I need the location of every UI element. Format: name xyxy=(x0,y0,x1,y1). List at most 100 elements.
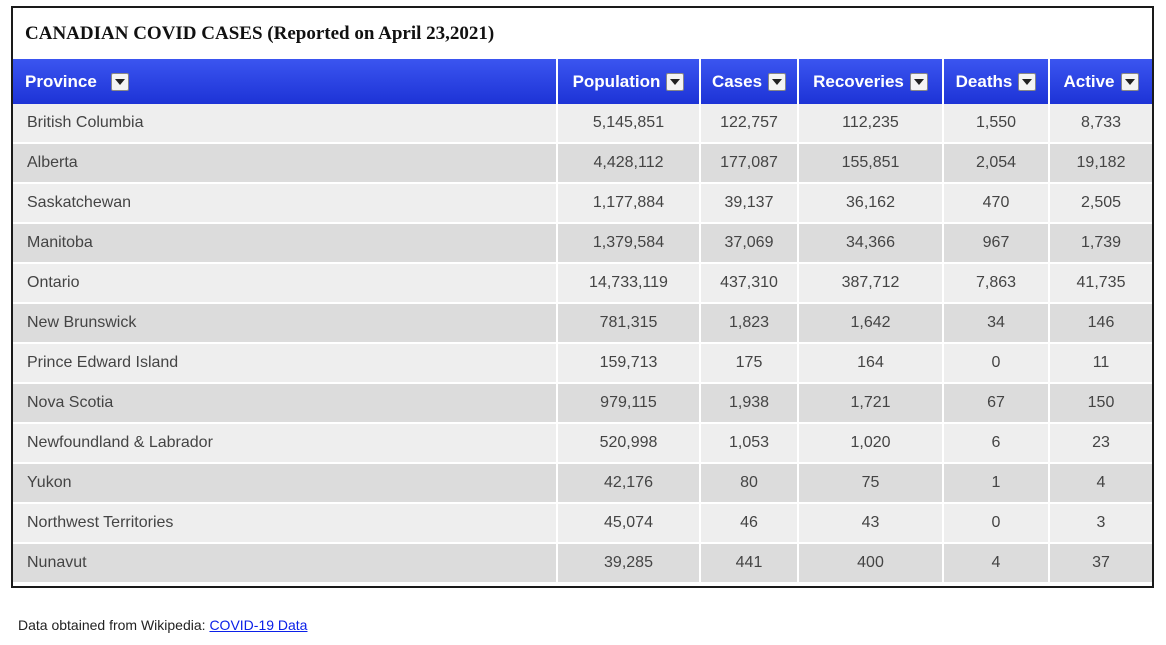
cell-active: 1,739 xyxy=(1050,224,1152,264)
cell-deaths: 6 xyxy=(944,424,1050,464)
column-header-active[interactable]: Active xyxy=(1050,59,1152,104)
column-header-deaths[interactable]: Deaths xyxy=(944,59,1050,104)
covid-cases-table: Province Population Cases Recoveries Dea… xyxy=(13,59,1152,582)
cell-active: 19,182 xyxy=(1050,144,1152,184)
table-row: Yukon 42,176 80 75 1 4 xyxy=(13,464,1152,504)
cell-deaths: 2,054 xyxy=(944,144,1050,184)
table-row: Alberta 4,428,112 177,087 155,851 2,054 … xyxy=(13,144,1152,184)
chevron-down-icon[interactable] xyxy=(1120,72,1139,91)
column-header-cases[interactable]: Cases xyxy=(701,59,799,104)
chevron-down-icon[interactable] xyxy=(909,72,928,91)
chevron-down-icon[interactable] xyxy=(768,72,787,91)
chevron-down-icon[interactable] xyxy=(1018,72,1037,91)
covid-table-panel: CANADIAN COVID CASES (Reported on April … xyxy=(11,6,1154,588)
cell-cases: 39,137 xyxy=(701,184,799,224)
cell-province: Prince Edward Island xyxy=(13,344,558,384)
cell-active: 2,505 xyxy=(1050,184,1152,224)
cell-province: Yukon xyxy=(13,464,558,504)
cell-deaths: 67 xyxy=(944,384,1050,424)
cell-cases: 177,087 xyxy=(701,144,799,184)
cell-cases: 1,053 xyxy=(701,424,799,464)
chevron-down-icon[interactable] xyxy=(110,72,129,91)
cell-population: 14,733,119 xyxy=(558,264,701,304)
cell-active: 41,735 xyxy=(1050,264,1152,304)
data-source-text: Data obtained from Wikipedia: xyxy=(18,617,210,633)
cell-deaths: 0 xyxy=(944,344,1050,384)
table-row: New Brunswick 781,315 1,823 1,642 34 146 xyxy=(13,304,1152,344)
cell-deaths: 1 xyxy=(944,464,1050,504)
cell-population: 39,285 xyxy=(558,544,701,582)
cell-population: 520,998 xyxy=(558,424,701,464)
cell-population: 979,115 xyxy=(558,384,701,424)
cell-province: Ontario xyxy=(13,264,558,304)
cell-active: 150 xyxy=(1050,384,1152,424)
cell-population: 159,713 xyxy=(558,344,701,384)
cell-cases: 1,823 xyxy=(701,304,799,344)
cell-recoveries: 75 xyxy=(799,464,944,504)
cell-population: 5,145,851 xyxy=(558,104,701,144)
cell-province: Nova Scotia xyxy=(13,384,558,424)
cell-population: 45,074 xyxy=(558,504,701,544)
cell-population: 1,379,584 xyxy=(558,224,701,264)
cell-population: 1,177,884 xyxy=(558,184,701,224)
cell-active: 8,733 xyxy=(1050,104,1152,144)
cell-active: 146 xyxy=(1050,304,1152,344)
covid-data-link[interactable]: COVID-19 Data xyxy=(209,617,308,633)
table-row: Manitoba 1,379,584 37,069 34,366 967 1,7… xyxy=(13,224,1152,264)
cell-cases: 441 xyxy=(701,544,799,582)
cell-recoveries: 164 xyxy=(799,344,944,384)
cell-cases: 437,310 xyxy=(701,264,799,304)
cell-recoveries: 1,642 xyxy=(799,304,944,344)
cell-cases: 1,938 xyxy=(701,384,799,424)
table-title: CANADIAN COVID CASES (Reported on April … xyxy=(25,23,495,44)
cell-population: 42,176 xyxy=(558,464,701,504)
cell-province: Alberta xyxy=(13,144,558,184)
cell-deaths: 34 xyxy=(944,304,1050,344)
table-row: British Columbia 5,145,851 122,757 112,2… xyxy=(13,104,1152,144)
cell-cases: 46 xyxy=(701,504,799,544)
header-row: Province Population Cases Recoveries Dea… xyxy=(13,59,1152,104)
cell-province: British Columbia xyxy=(13,104,558,144)
cell-recoveries: 112,235 xyxy=(799,104,944,144)
table-row: Newfoundland & Labrador 520,998 1,053 1,… xyxy=(13,424,1152,464)
cell-active: 3 xyxy=(1050,504,1152,544)
cell-deaths: 0 xyxy=(944,504,1050,544)
cell-active: 37 xyxy=(1050,544,1152,582)
cell-recoveries: 34,366 xyxy=(799,224,944,264)
cell-cases: 80 xyxy=(701,464,799,504)
cell-recoveries: 1,721 xyxy=(799,384,944,424)
cell-population: 4,428,112 xyxy=(558,144,701,184)
cell-province: Saskatchewan xyxy=(13,184,558,224)
table-row: Saskatchewan 1,177,884 39,137 36,162 470… xyxy=(13,184,1152,224)
cell-province: Nunavut xyxy=(13,544,558,582)
cell-deaths: 967 xyxy=(944,224,1050,264)
chevron-down-icon[interactable] xyxy=(666,72,685,91)
table-row: Ontario 14,733,119 437,310 387,712 7,863… xyxy=(13,264,1152,304)
column-header-population[interactable]: Population xyxy=(558,59,701,104)
cell-active: 23 xyxy=(1050,424,1152,464)
cell-deaths: 7,863 xyxy=(944,264,1050,304)
cell-active: 4 xyxy=(1050,464,1152,504)
table-row: Northwest Territories 45,074 46 43 0 3 xyxy=(13,504,1152,544)
cell-recoveries: 155,851 xyxy=(799,144,944,184)
table-row: Nova Scotia 979,115 1,938 1,721 67 150 xyxy=(13,384,1152,424)
cell-province: Manitoba xyxy=(13,224,558,264)
cell-recoveries: 36,162 xyxy=(799,184,944,224)
cell-deaths: 1,550 xyxy=(944,104,1050,144)
table-row: Nunavut 39,285 441 400 4 37 xyxy=(13,544,1152,582)
cell-recoveries: 400 xyxy=(799,544,944,582)
cell-active: 11 xyxy=(1050,344,1152,384)
cell-province: New Brunswick xyxy=(13,304,558,344)
cell-recoveries: 387,712 xyxy=(799,264,944,304)
column-header-province[interactable]: Province xyxy=(13,59,558,104)
column-header-recoveries[interactable]: Recoveries xyxy=(799,59,944,104)
cell-deaths: 470 xyxy=(944,184,1050,224)
table-row: Prince Edward Island 159,713 175 164 0 1… xyxy=(13,344,1152,384)
cell-cases: 175 xyxy=(701,344,799,384)
cell-cases: 37,069 xyxy=(701,224,799,264)
cell-deaths: 4 xyxy=(944,544,1050,582)
cell-province: Northwest Territories xyxy=(13,504,558,544)
data-source-note: Data obtained from Wikipedia: COVID-19 D… xyxy=(18,617,307,633)
cell-population: 781,315 xyxy=(558,304,701,344)
cell-recoveries: 1,020 xyxy=(799,424,944,464)
